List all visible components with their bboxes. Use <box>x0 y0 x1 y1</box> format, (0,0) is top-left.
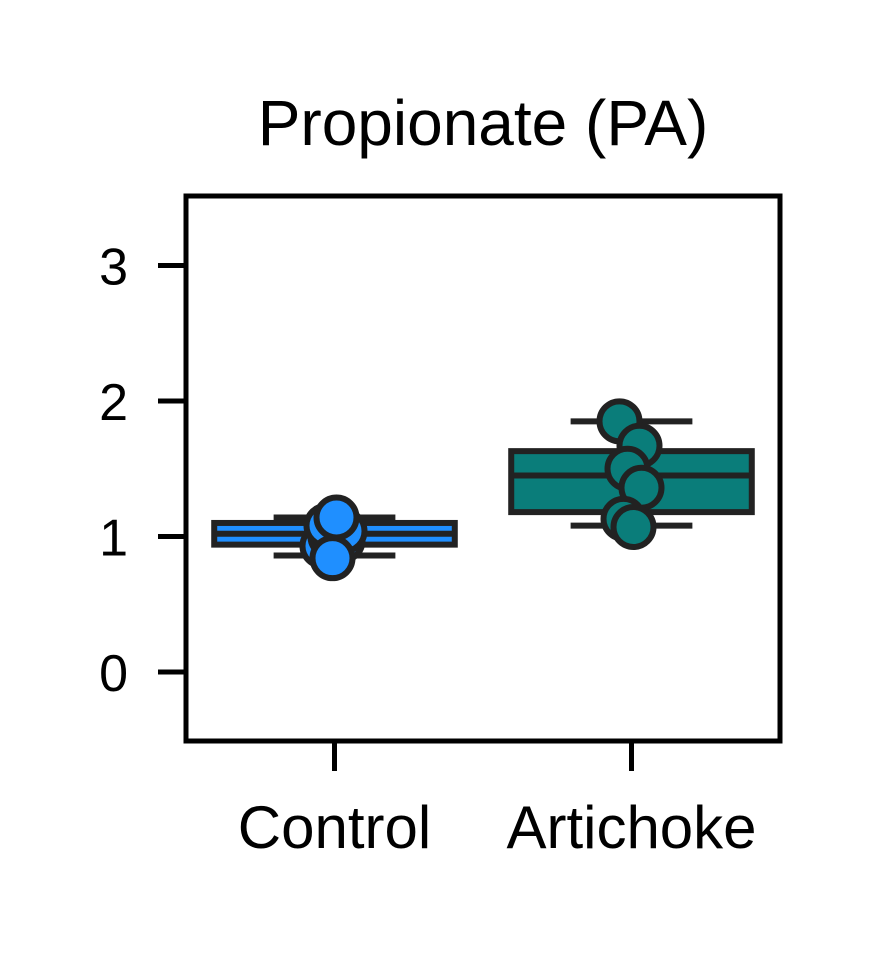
y-tick-label: 0 <box>99 645 128 703</box>
data-point <box>309 535 356 582</box>
plot-area <box>211 398 755 582</box>
y-axis: 0 1 2 3 <box>99 239 186 703</box>
chart-title: Propionate (PA) <box>258 87 709 159</box>
plot-frame <box>183 193 783 744</box>
x-tick-label-artichoke: Artichoke <box>506 794 756 861</box>
x-axis: Control Artichoke <box>238 741 757 861</box>
data-point <box>610 504 657 551</box>
y-tick-label: 3 <box>99 239 128 297</box>
box-group-control <box>211 494 458 582</box>
box-group-artichoke <box>508 398 755 551</box>
x-tick-label-control: Control <box>238 794 431 861</box>
y-tick-label: 1 <box>99 510 128 568</box>
y-tick-label: 2 <box>99 374 128 432</box>
data-point <box>313 494 360 541</box>
